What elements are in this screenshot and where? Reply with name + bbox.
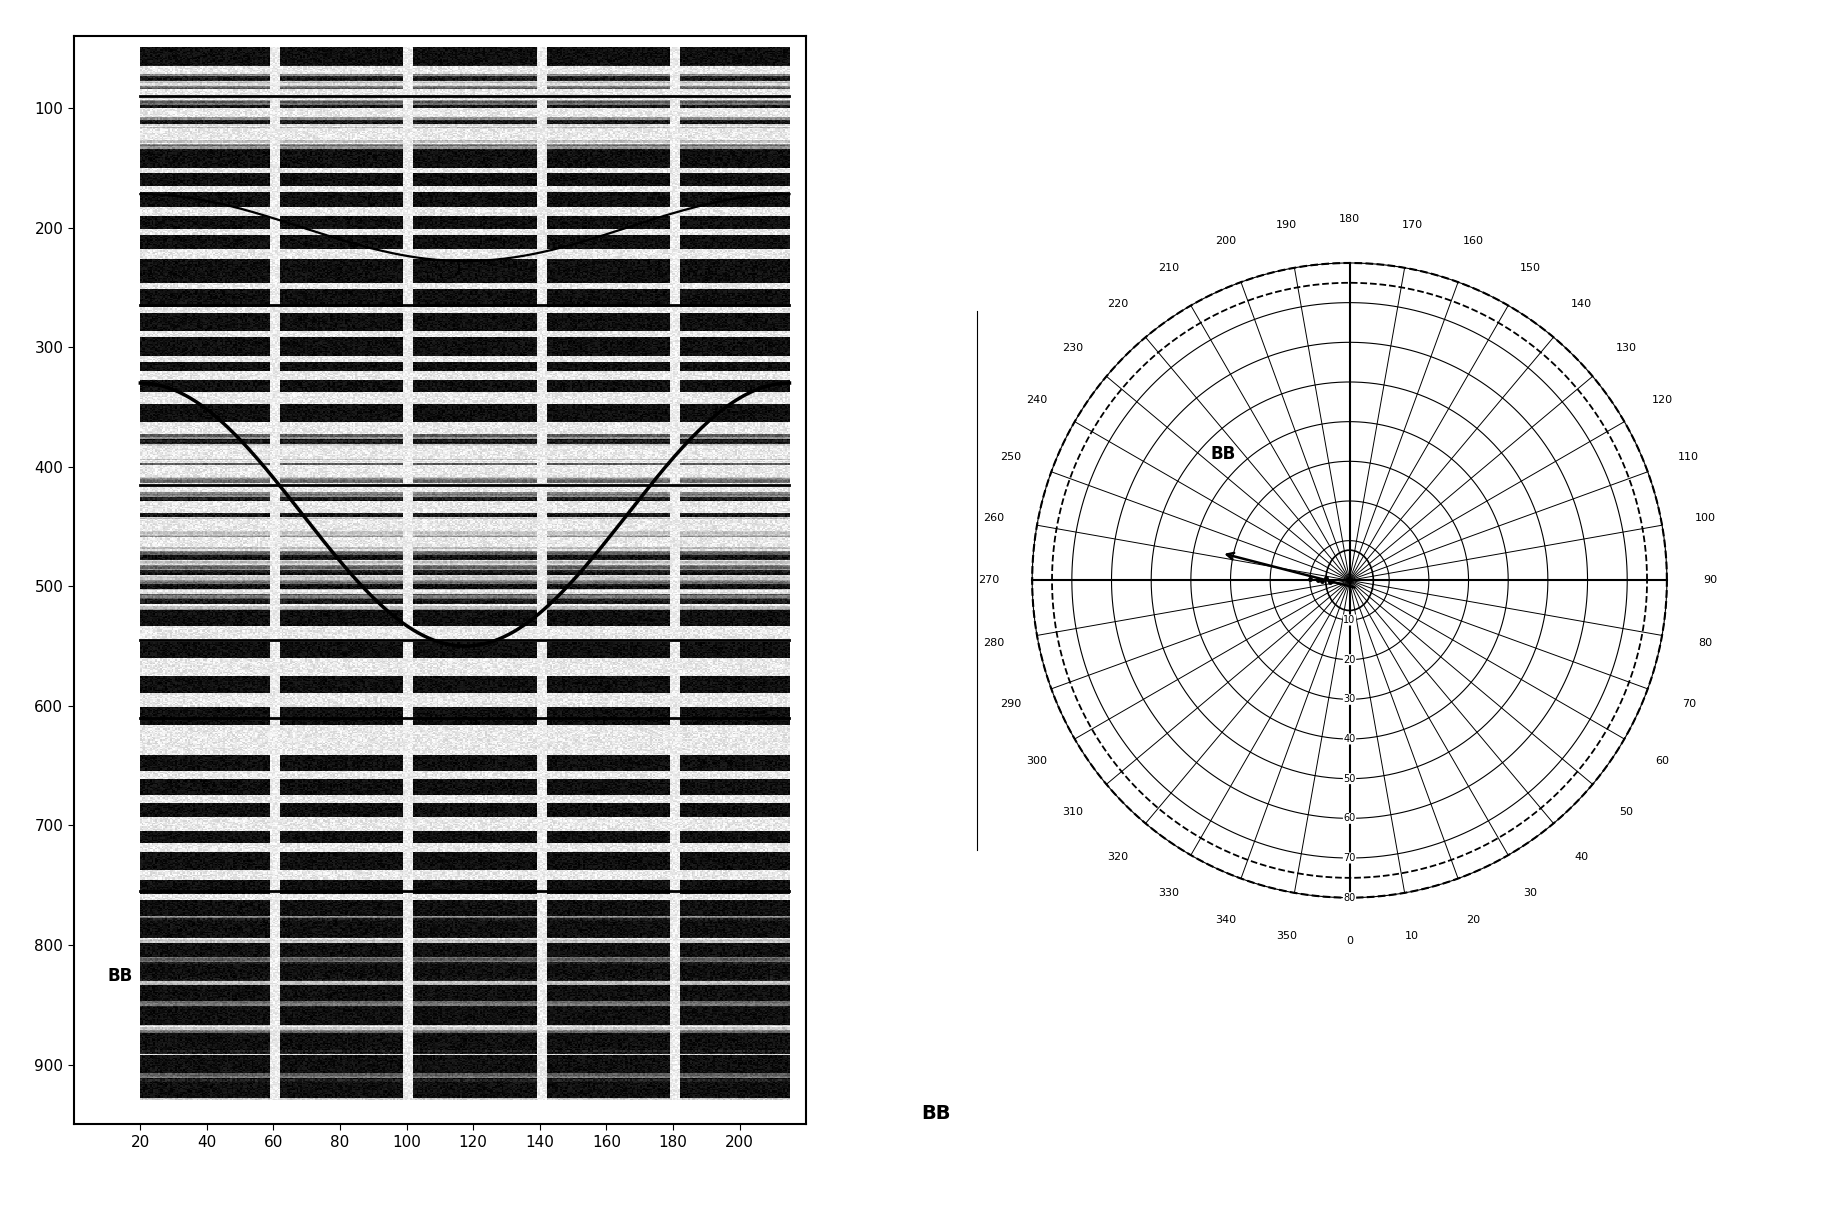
Text: 10: 10: [1405, 931, 1420, 941]
Text: 190: 190: [1276, 220, 1298, 230]
Text: 280: 280: [983, 638, 1005, 648]
Text: 180: 180: [1339, 214, 1361, 225]
Text: 30: 30: [1523, 887, 1538, 898]
Text: 70: 70: [1342, 854, 1355, 863]
Text: 80: 80: [1344, 892, 1355, 903]
Text: 250: 250: [999, 452, 1022, 462]
Text: 100: 100: [1695, 513, 1715, 522]
Text: 30: 30: [1344, 694, 1355, 705]
Text: 20: 20: [1466, 914, 1481, 925]
Text: 130: 130: [1615, 343, 1637, 353]
Text: 40: 40: [1344, 734, 1355, 744]
Text: 90: 90: [1704, 575, 1717, 585]
Ellipse shape: [1326, 550, 1374, 611]
Text: 220: 220: [1106, 299, 1129, 308]
Text: 60: 60: [1656, 756, 1669, 765]
Text: 60: 60: [1344, 814, 1355, 823]
Text: 160: 160: [1462, 236, 1483, 247]
Text: 170: 170: [1401, 220, 1424, 230]
Text: 110: 110: [1678, 452, 1700, 462]
Text: 20: 20: [1342, 654, 1355, 665]
Text: 290: 290: [999, 699, 1022, 708]
Text: 0: 0: [1346, 936, 1353, 947]
Text: 10: 10: [1344, 615, 1355, 625]
Text: 40: 40: [1575, 852, 1590, 862]
Text: 50: 50: [1619, 808, 1634, 817]
Text: BB: BB: [107, 967, 133, 985]
Text: BB: BB: [1212, 445, 1235, 463]
Text: 120: 120: [1652, 395, 1673, 405]
Text: 310: 310: [1062, 808, 1084, 817]
Text: 50: 50: [1342, 774, 1355, 783]
Text: 330: 330: [1158, 887, 1180, 898]
Text: 270: 270: [977, 575, 999, 585]
Text: 210: 210: [1158, 262, 1180, 273]
Text: 80: 80: [1698, 638, 1711, 648]
Text: 260: 260: [983, 513, 1005, 522]
Text: 200: 200: [1215, 236, 1237, 247]
Text: 150: 150: [1519, 262, 1540, 273]
Text: 140: 140: [1571, 299, 1591, 308]
Text: 340: 340: [1215, 914, 1237, 925]
Text: 300: 300: [1027, 756, 1047, 765]
Text: BB: BB: [922, 1104, 952, 1123]
Text: 320: 320: [1106, 852, 1129, 862]
Text: 240: 240: [1027, 395, 1047, 405]
Text: 350: 350: [1276, 931, 1298, 941]
Text: 70: 70: [1682, 699, 1696, 708]
Text: 230: 230: [1062, 343, 1084, 353]
